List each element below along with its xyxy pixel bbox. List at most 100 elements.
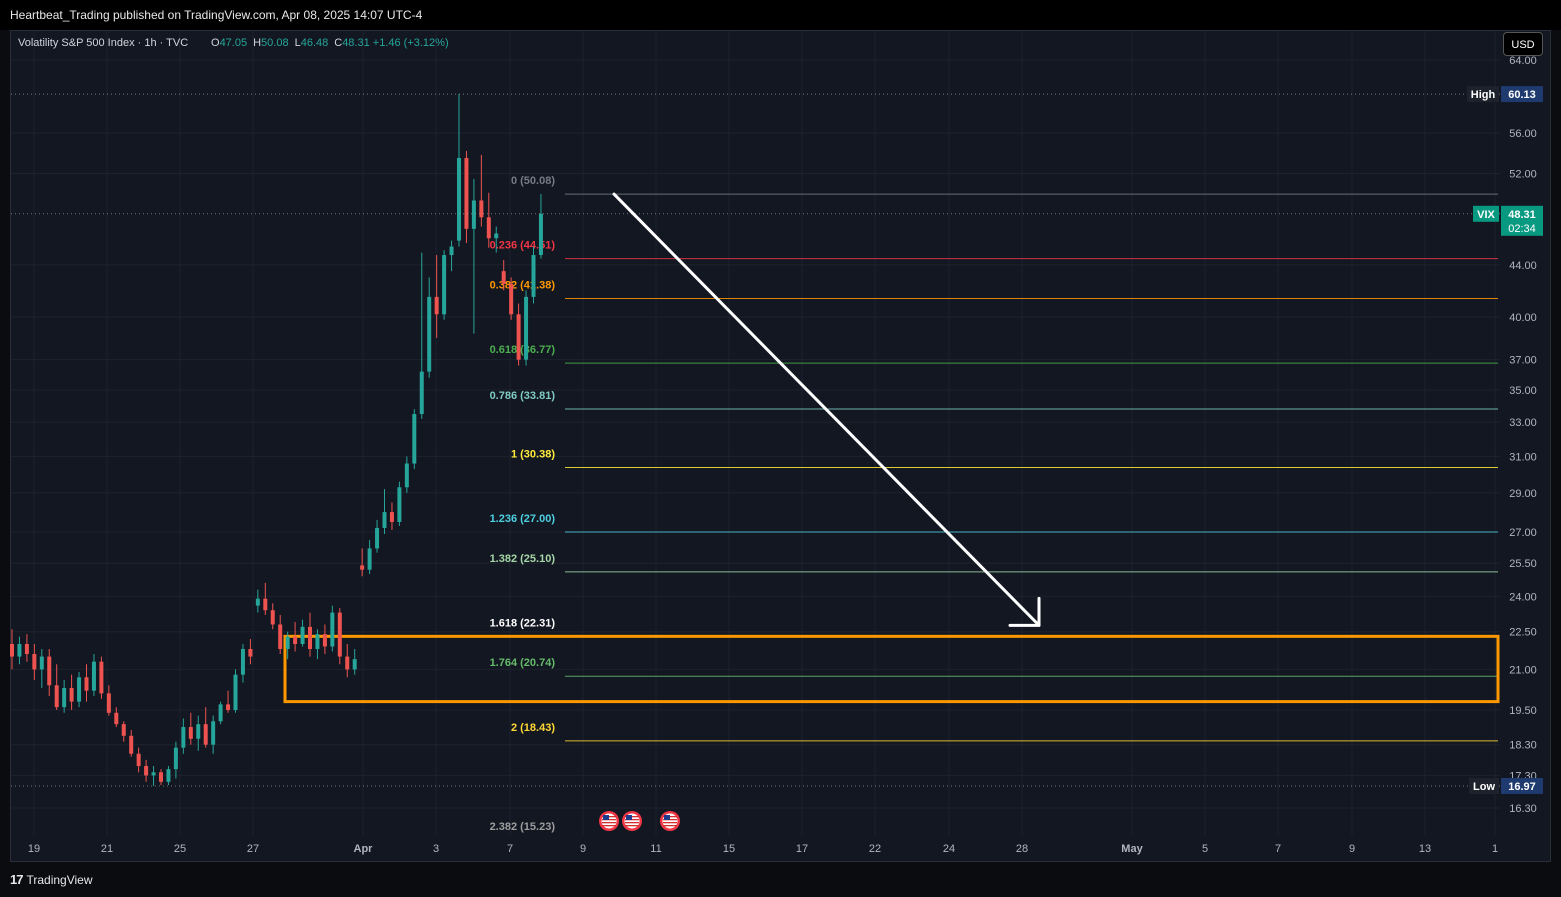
candle-body <box>106 693 111 713</box>
candle <box>144 759 149 782</box>
chart-area[interactable] <box>10 30 1551 862</box>
candle <box>337 607 342 665</box>
candle <box>442 250 447 320</box>
candle <box>173 741 178 779</box>
candle <box>367 540 372 575</box>
time-tick-label: 25 <box>174 843 186 855</box>
event-flag-stripe <box>602 822 616 824</box>
candle-body <box>218 704 223 722</box>
legend-ohlc-part: H <box>253 37 261 49</box>
candle-body <box>114 712 119 725</box>
candle <box>360 548 365 577</box>
candle-body <box>382 512 387 528</box>
vix-countdown: 02:34 <box>1508 223 1536 235</box>
price-tick-label: 37.00 <box>1509 355 1537 367</box>
vix-price-bg <box>1501 205 1543 236</box>
time-tick-label: 1 <box>1492 843 1498 855</box>
event-flag-canton <box>603 815 609 820</box>
candle <box>91 654 96 697</box>
candle <box>196 715 201 751</box>
time-tick-label: 15 <box>723 843 735 855</box>
candle <box>322 624 327 655</box>
legend-symbol[interactable]: Volatility S&P 500 Index · 1h · TVC <box>18 37 188 49</box>
candle <box>315 629 320 660</box>
candle-body <box>196 724 201 739</box>
event-flag-stripe <box>602 825 616 827</box>
fib-label: 0.618 (36.77) <box>490 344 556 356</box>
candle-body <box>181 727 186 748</box>
legend-ohlc-part: 48.31 <box>342 37 370 49</box>
event-flag-canton <box>626 815 632 820</box>
tradingview-logo[interactable]: 17 TradingView <box>10 872 93 887</box>
candle-body <box>516 314 521 360</box>
candle-body <box>144 766 149 776</box>
candle-body <box>69 687 74 702</box>
economic-events <box>599 811 680 831</box>
fib-label: 0 (50.08) <box>511 175 555 187</box>
legend-ohlc-part: O <box>211 37 220 49</box>
candle <box>457 94 461 247</box>
candle <box>404 456 409 493</box>
candle-body <box>188 727 193 739</box>
time-tick-label: 24 <box>943 843 955 855</box>
price-tick-label: 64.00 <box>1509 55 1537 67</box>
vix-price-value: 48.31 <box>1508 209 1536 221</box>
currency-button[interactable]: USD <box>1503 32 1543 56</box>
time-tick-label: 5 <box>1202 843 1208 855</box>
candle-body <box>501 271 506 284</box>
price-tick-label: 18.30 <box>1509 740 1537 752</box>
candle <box>449 240 454 272</box>
candle-body <box>293 636 298 644</box>
candle <box>32 643 37 680</box>
candle <box>77 672 82 708</box>
candle-body <box>412 414 417 464</box>
candle <box>479 154 484 227</box>
candle-body <box>300 626 305 644</box>
projection-arrow <box>612 192 1041 627</box>
low-tag-bg <box>1469 777 1499 794</box>
legend-ohlc-part: 50.08 <box>261 37 289 49</box>
price-tick-label: 33.00 <box>1509 417 1537 429</box>
candle-body <box>270 610 275 625</box>
event-flag-canton <box>664 815 670 820</box>
event-flag-stripe <box>663 822 677 824</box>
candles <box>10 94 543 786</box>
candle <box>39 648 44 688</box>
low-price-bg <box>1501 777 1543 794</box>
event-flag-stripe <box>625 822 639 824</box>
time-tick-label: 22 <box>869 843 881 855</box>
candle <box>412 409 417 469</box>
legend-ohlc-part: C <box>334 37 342 49</box>
candle <box>17 636 22 665</box>
candle-body <box>509 283 514 315</box>
candle <box>345 643 350 678</box>
time-tick-label: 13 <box>1419 843 1431 855</box>
low-tag-label: Low <box>1473 781 1495 793</box>
fib-label: 1.382 (25.10) <box>490 553 556 565</box>
candle-body <box>479 200 484 218</box>
price-tick-label: 22.50 <box>1509 627 1537 639</box>
fib-label: 1.764 (20.74) <box>490 657 556 669</box>
price-tick-label: 52.00 <box>1509 169 1537 181</box>
candle-body <box>84 677 89 691</box>
candle-body <box>151 772 156 776</box>
fib-label: 1 (30.38) <box>511 448 555 460</box>
fib-label: 1.236 (27.00) <box>490 513 556 525</box>
candle <box>203 707 208 748</box>
candle-body <box>54 685 59 708</box>
price-tick-label: 29.00 <box>1509 488 1537 500</box>
candle <box>136 747 141 773</box>
candle-body <box>62 687 67 708</box>
candle-body <box>39 656 44 670</box>
candle <box>211 715 216 754</box>
target-zone-box <box>283 634 1500 704</box>
candle <box>263 582 268 615</box>
candle-body <box>226 704 231 710</box>
candle-body <box>442 255 447 315</box>
price-tick-label: 25.50 <box>1509 558 1537 570</box>
candle-body <box>367 548 372 570</box>
candle-body <box>159 772 163 782</box>
candle <box>494 226 499 253</box>
time-axis: 19 21 25 27 Apr 3 7 9 11 15 17 22 24 28 May 5 7 9 13 1 <box>28 843 1498 855</box>
